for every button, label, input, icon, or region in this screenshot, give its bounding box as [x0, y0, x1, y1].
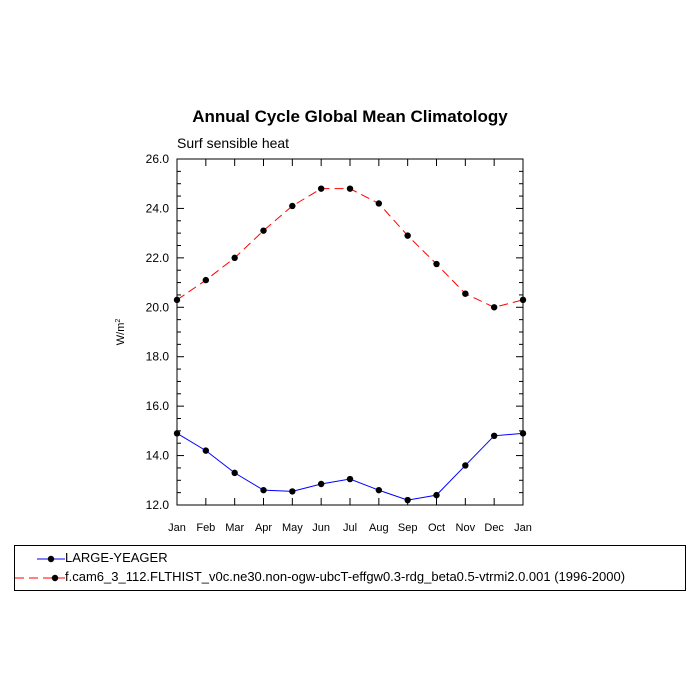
- legend: LARGE-YEAGER f.cam6_3_112.FLTHIST_v0c.ne…: [14, 545, 686, 591]
- y-tick-label: 12.0: [146, 498, 170, 512]
- chart-subtitle: Surf sensible heat: [177, 135, 289, 151]
- x-tick-label: Apr: [255, 522, 272, 534]
- y-tick-label: 18.0: [146, 350, 170, 364]
- series-line-2: [176, 188, 524, 308]
- y-axis-label: W/m2: [115, 319, 127, 346]
- plot-area: 12.0 14.0 16.0 18.0 20.0 22.0 24.0 26.0 Jan Feb Ma…: [146, 152, 532, 534]
- x-tick-label: Jan: [514, 522, 532, 534]
- series-2-point: [202, 276, 210, 284]
- series-2-point: [490, 304, 498, 311]
- y-tick-label: 20.0: [146, 300, 170, 314]
- series-2-point: [260, 227, 267, 234]
- y-tick-label: 22.0: [146, 251, 170, 265]
- series-1-point: [317, 480, 325, 488]
- series-2-point: [173, 296, 181, 304]
- x-tick-label: Jun: [312, 522, 330, 534]
- series-1-point: [462, 462, 469, 469]
- series-1-point: [231, 469, 238, 477]
- x-tick-label: Sep: [398, 522, 418, 534]
- legend-swatch-1: [37, 555, 65, 563]
- svg-text:W/m2: W/m2: [115, 319, 127, 346]
- series-2-point: [317, 185, 325, 192]
- series-1-point: [519, 430, 527, 437]
- chart-title: Annual Cycle Global Mean Climatology: [192, 107, 508, 126]
- x-tick-label: Dec: [484, 522, 504, 534]
- x-tick-label: Jul: [343, 522, 357, 534]
- legend-entry-1: LARGE-YEAGER: [15, 549, 685, 569]
- y-axis-label-text: W/m: [115, 323, 127, 346]
- chart-canvas: Annual Cycle Global Mean Climatology Sur…: [115, 107, 532, 534]
- series-2-point: [289, 202, 296, 210]
- legend-swatch-2: [15, 574, 65, 582]
- series-1-point: [202, 447, 210, 454]
- series-1-point: [260, 486, 267, 494]
- series-2-point: [404, 232, 411, 239]
- x-tick-label: Nov: [456, 522, 476, 534]
- series-line-1: [176, 432, 524, 501]
- x-tick-label: Jan: [168, 522, 186, 534]
- series-2-point: [375, 200, 383, 207]
- legend-label-1: LARGE-YEAGER: [65, 550, 168, 565]
- series-2-point: [346, 185, 354, 192]
- plot-frame: [176, 158, 524, 506]
- series-1-point: [289, 488, 296, 495]
- series-1-point: [404, 496, 411, 504]
- y-tick-label: 14.0: [146, 449, 170, 463]
- series-1-point: [490, 432, 498, 439]
- x-tick-label: Mar: [225, 522, 244, 534]
- y-tick-label: 24.0: [146, 201, 170, 215]
- x-tick-label: Aug: [369, 522, 389, 534]
- x-tick-label: Oct: [428, 522, 445, 534]
- series-1-point: [375, 486, 383, 494]
- series-2-point: [462, 290, 469, 297]
- series-2-point: [231, 254, 238, 262]
- x-tick-label: May: [282, 522, 303, 534]
- series-2-point: [433, 260, 440, 268]
- legend-label-2: f.cam6_3_112.FLTHIST_v0c.ne30.non-ogw-ub…: [65, 569, 626, 584]
- y-tick-label: 26.0: [146, 152, 170, 166]
- x-tick-label: Feb: [196, 522, 215, 534]
- series-1-point: [346, 475, 354, 483]
- y-tick-label: 16.0: [146, 399, 170, 413]
- series-1-point: [433, 491, 440, 499]
- y-axis-label-superscript: 2: [115, 319, 122, 323]
- legend-entry-2: f.cam6_3_112.FLTHIST_v0c.ne30.non-ogw-ub…: [15, 568, 685, 588]
- series-1-point: [173, 430, 181, 437]
- series-2-point: [519, 296, 527, 304]
